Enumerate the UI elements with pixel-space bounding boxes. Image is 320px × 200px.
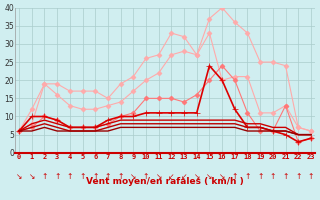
Text: ↑: ↑ — [308, 172, 314, 181]
Text: ↘: ↘ — [156, 172, 162, 181]
Text: ↘: ↘ — [206, 172, 212, 181]
Text: ↙: ↙ — [181, 172, 187, 181]
Text: ↑: ↑ — [79, 172, 86, 181]
Text: ↑: ↑ — [41, 172, 48, 181]
Text: ↑: ↑ — [295, 172, 301, 181]
Text: ↘: ↘ — [16, 172, 22, 181]
Text: ↙: ↙ — [168, 172, 174, 181]
Text: ↑: ↑ — [67, 172, 73, 181]
Text: ↘: ↘ — [219, 172, 225, 181]
Text: ↑: ↑ — [54, 172, 60, 181]
Text: ↑: ↑ — [257, 172, 263, 181]
Text: ↑: ↑ — [270, 172, 276, 181]
Text: ↑: ↑ — [282, 172, 289, 181]
Text: ↑: ↑ — [117, 172, 124, 181]
Text: ↘: ↘ — [28, 172, 35, 181]
Text: ↑: ↑ — [92, 172, 99, 181]
Text: ↘: ↘ — [130, 172, 137, 181]
Text: ↑: ↑ — [232, 172, 238, 181]
Text: ↑: ↑ — [105, 172, 111, 181]
X-axis label: Vent moyen/en rafales ( km/h ): Vent moyen/en rafales ( km/h ) — [86, 177, 244, 186]
Text: ↘: ↘ — [194, 172, 200, 181]
Text: ↑: ↑ — [143, 172, 149, 181]
Text: ↑: ↑ — [244, 172, 251, 181]
